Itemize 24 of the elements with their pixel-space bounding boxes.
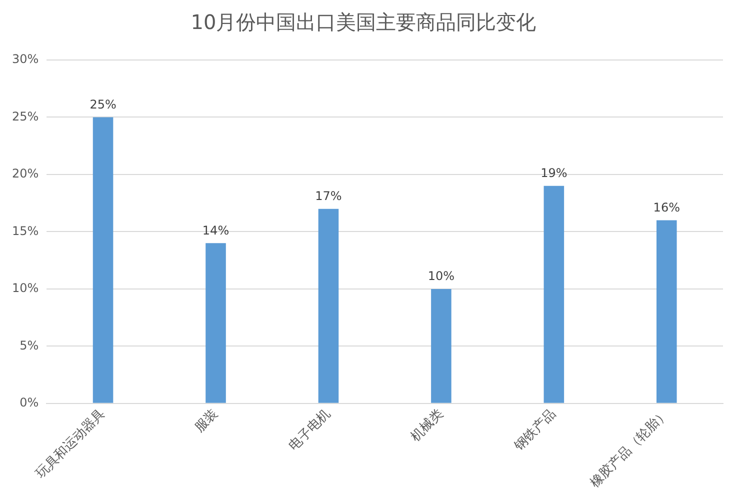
y-tick-label: 15%: [12, 224, 39, 238]
bar: [318, 208, 339, 403]
data-label: 10%: [428, 269, 455, 284]
bar: [656, 220, 677, 403]
y-tick-label: 20%: [12, 166, 39, 181]
bar: [431, 288, 452, 403]
y-tick-label: 5%: [20, 338, 39, 352]
data-label: 25%: [90, 97, 116, 112]
data-label: 19%: [540, 166, 568, 180]
y-tick-label: 25%: [12, 109, 39, 124]
x-tick-label: 橡胶产品（轮胎）: [588, 406, 672, 491]
x-tick-label: 电子电机: [286, 406, 334, 454]
x-tick-label: 服装: [192, 406, 221, 436]
x-tick-label: 钢铁产品: [511, 406, 560, 455]
y-tick-label: 30%: [12, 52, 39, 66]
y-tick-label: 10%: [12, 281, 39, 296]
bar: [544, 186, 564, 403]
data-label: 17%: [315, 188, 342, 203]
data-label: 14%: [202, 223, 230, 238]
bar: [92, 117, 114, 403]
data-label: 16%: [653, 200, 680, 214]
chart-title: 10月份中国出口美国主要商品同比变化: [190, 10, 536, 34]
x-tick-label: 机械类: [408, 406, 446, 445]
bar: [206, 243, 226, 403]
